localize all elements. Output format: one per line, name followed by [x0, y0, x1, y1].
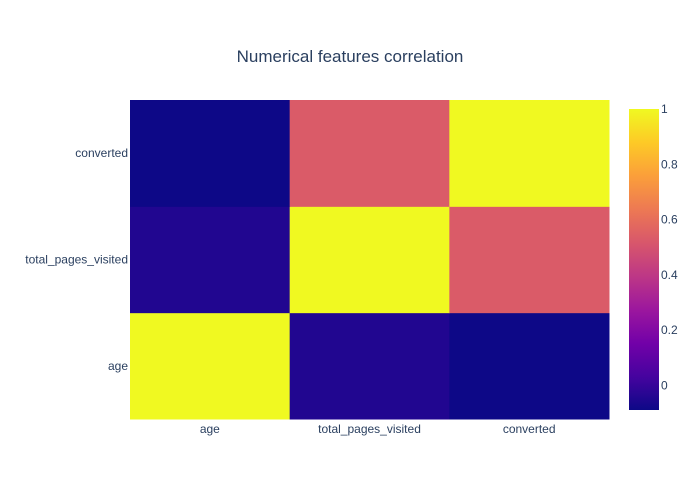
heatmap-cells	[130, 100, 610, 420]
heatmap-cell	[449, 100, 610, 207]
colorbar-tick-label: 0.6	[661, 213, 678, 227]
x-tick-label: age	[200, 422, 220, 436]
colorbar-tick-labels: 0 0.2 0.4 0.6 0.8 1	[661, 102, 678, 392]
colorbar	[629, 109, 659, 410]
heatmap-cell	[289, 312, 450, 420]
heatmap-cell	[130, 312, 291, 420]
heatmap-cell	[449, 206, 610, 314]
y-axis-tick-labels: age total_pages_visited converted	[25, 146, 128, 373]
colorbar-tick-label: 0.4	[661, 268, 678, 282]
colorbar-tick-label: 1	[661, 102, 668, 116]
heatmap-cell	[289, 206, 450, 314]
heatmap-cell	[449, 312, 610, 420]
heatmap-cell	[130, 100, 291, 207]
x-tick-label: converted	[503, 422, 556, 436]
chart-title: Numerical features correlation	[237, 47, 464, 66]
y-tick-label: age	[108, 359, 128, 373]
colorbar-tick-label: 0	[661, 378, 668, 392]
x-axis-tick-labels: age total_pages_visited converted	[200, 422, 556, 436]
x-tick-label: total_pages_visited	[318, 422, 421, 436]
colorbar-tick-label: 0.8	[661, 157, 678, 171]
y-tick-label: converted	[75, 146, 128, 160]
y-tick-label: total_pages_visited	[25, 253, 128, 267]
heatmap-cell	[130, 206, 291, 314]
colorbar-tick-label: 0.2	[661, 323, 678, 337]
heatmap-cell	[289, 100, 450, 207]
